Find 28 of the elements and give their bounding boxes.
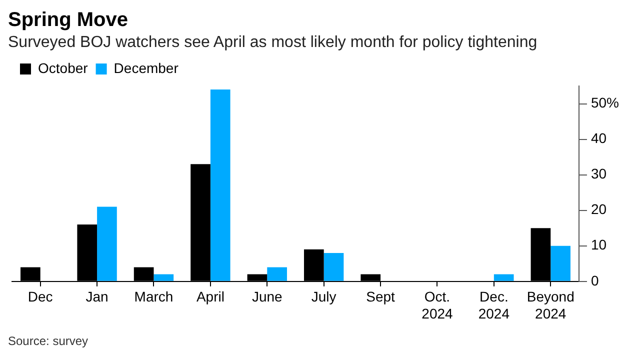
bar [494, 274, 514, 281]
y-tick-label: 30 [590, 166, 607, 182]
bar [154, 274, 174, 281]
legend-label: December [114, 60, 179, 76]
x-tick-label: July [311, 288, 336, 305]
bar [210, 90, 230, 281]
x-tick-label: April [196, 288, 224, 305]
x-tick-label: March [134, 288, 174, 305]
y-tick-label: 50% [590, 94, 620, 111]
bar [97, 206, 117, 281]
bar [324, 252, 344, 281]
bar [267, 267, 287, 281]
bar [550, 246, 570, 281]
y-tick-label: 10 [590, 236, 607, 253]
legend-label: October [38, 60, 88, 76]
x-tick-label: Sept [366, 288, 396, 305]
y-tick-label: 40 [590, 130, 607, 146]
x-tick-label: Dec. 2024 [478, 288, 510, 322]
chart-title: Spring Move [8, 8, 130, 32]
chart-subtitle: Surveyed BOJ watchers see April as most likely month for policy tightening [8, 33, 538, 53]
x-tick-label: Beyond 2024 [526, 288, 574, 322]
y-tick-label: 20 [590, 201, 607, 218]
source-note: Source: survey [8, 334, 90, 348]
x-tick-label: Oct. 2024 [422, 288, 454, 322]
x-tick-label: Dec [28, 288, 53, 305]
x-tick-label: June [252, 288, 283, 305]
x-tick-label: Jan [86, 288, 108, 305]
y-tick-label: 0 [590, 272, 599, 288]
